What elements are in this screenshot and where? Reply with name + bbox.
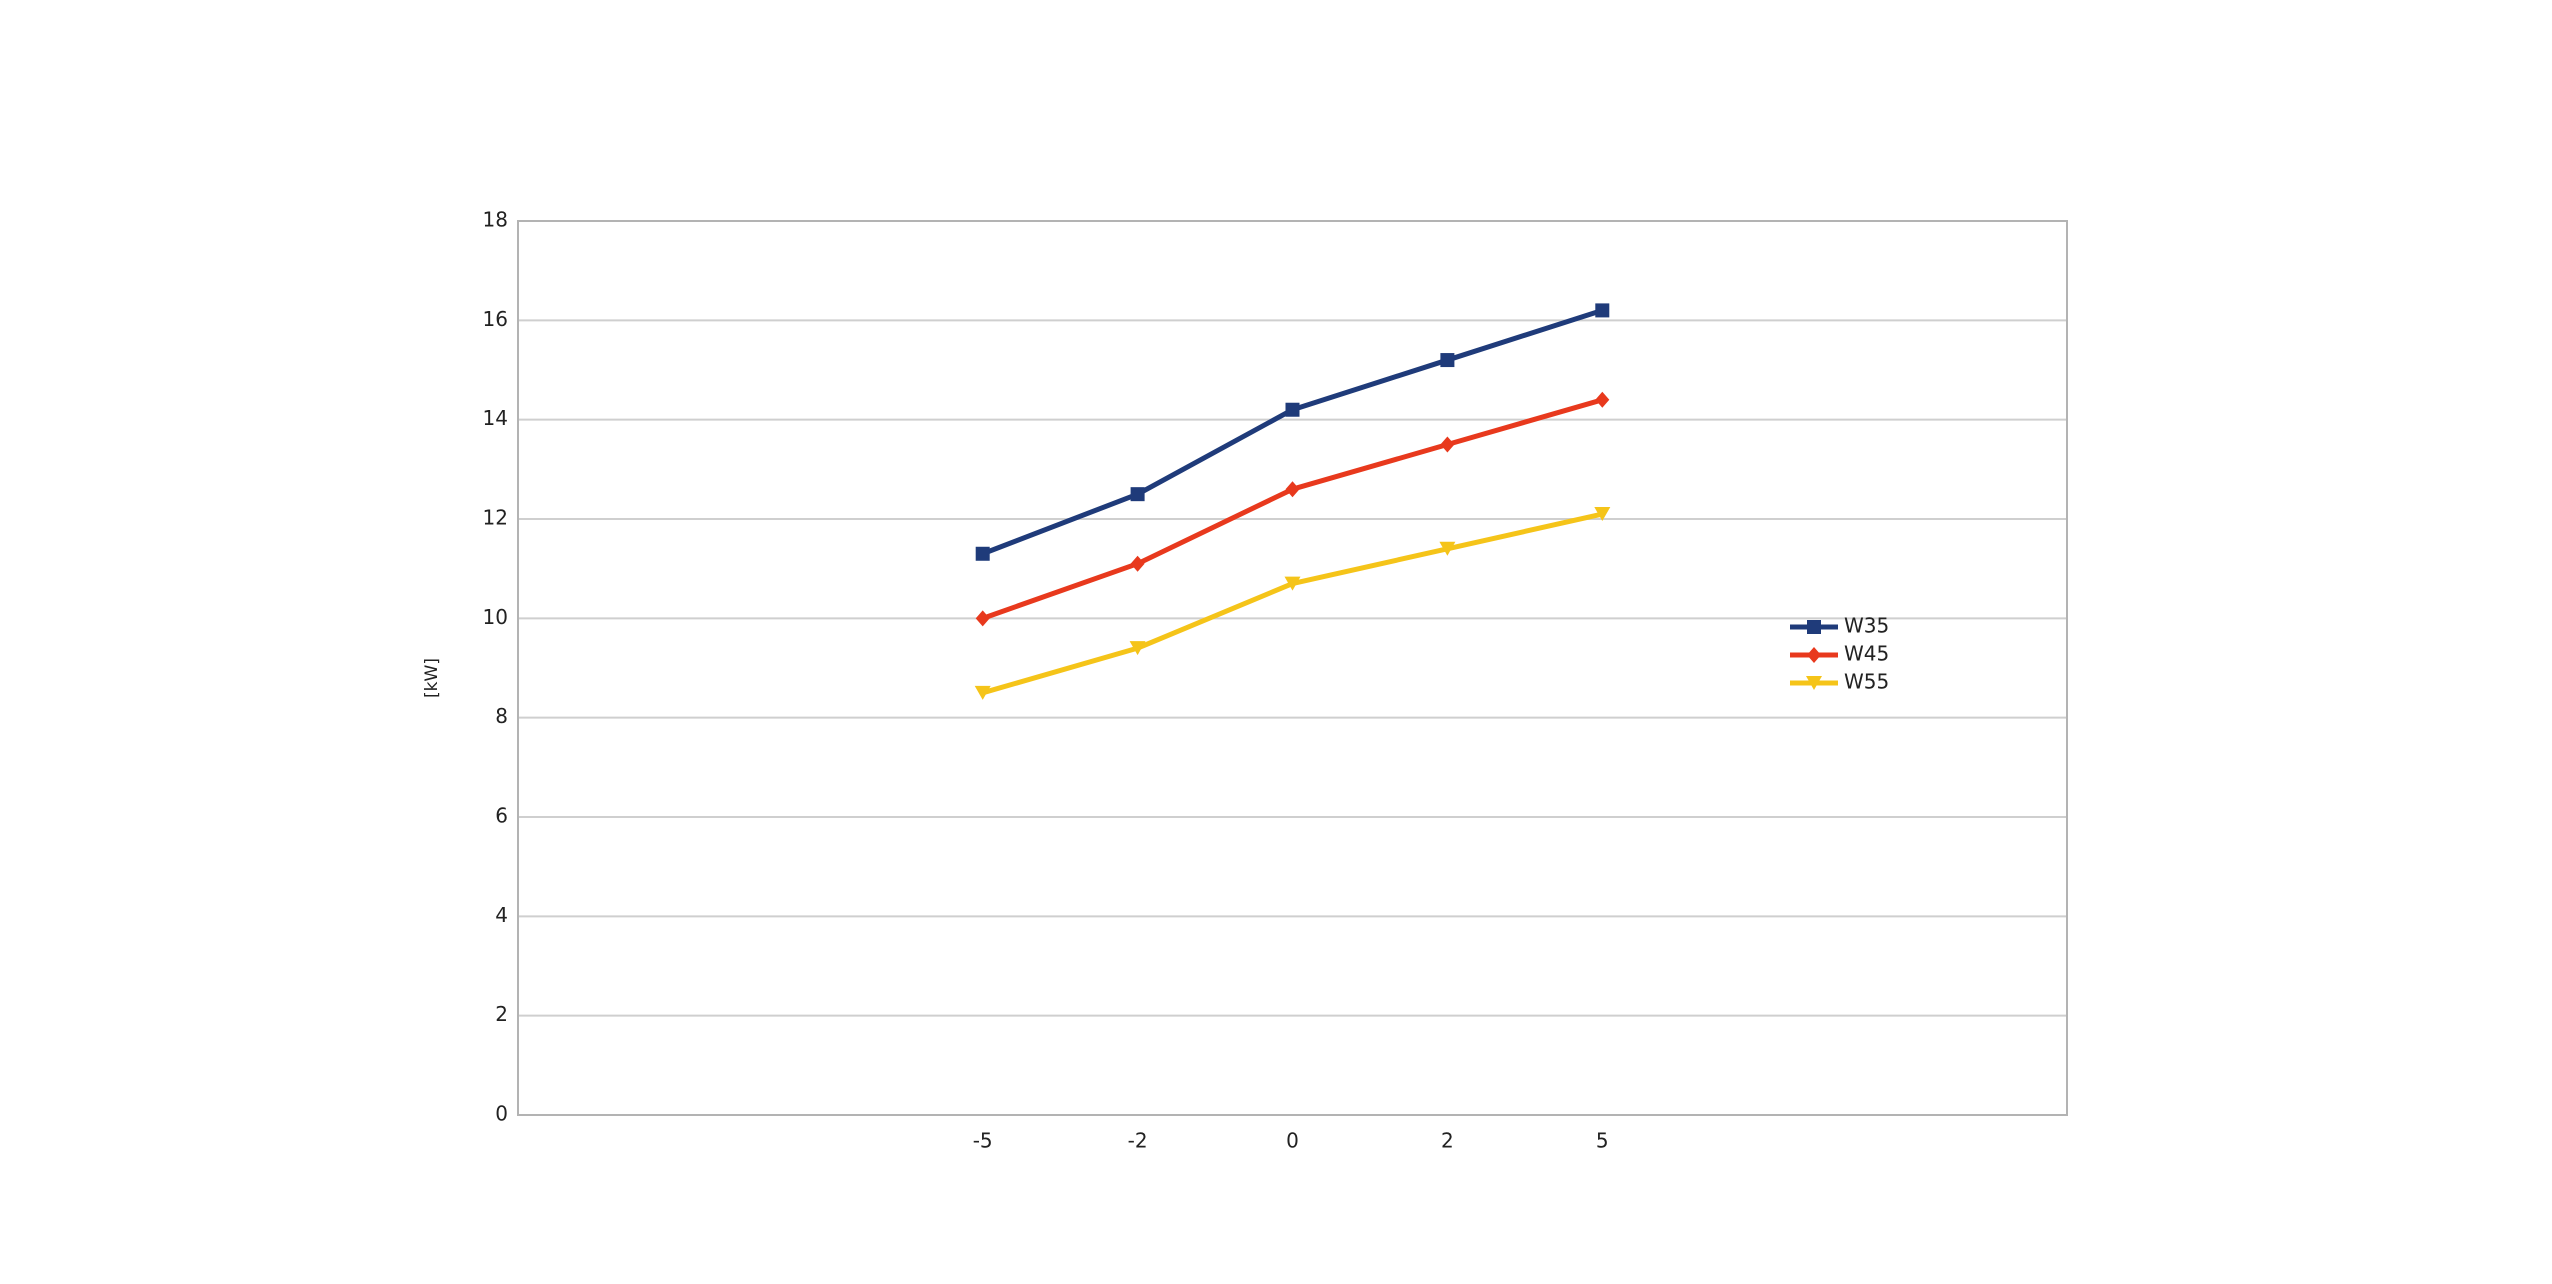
marker [974,685,991,700]
y-tick-label: 8 [495,704,508,728]
marker [1285,481,1300,498]
x-tick-label: -2 [1128,1129,1148,1153]
x-tick-label: 2 [1441,1129,1454,1153]
y-tick-label: 0 [495,1102,508,1126]
y-tick-label: 12 [483,506,508,530]
marker [1595,303,1610,318]
y-axis-label: [kW] [422,658,442,698]
y-tick-label: 10 [483,605,508,629]
marker [1594,507,1611,522]
marker [1807,620,1821,634]
y-tick-label: 14 [483,406,508,430]
y-tick-label: 6 [495,804,508,828]
x-tick-label: -5 [973,1129,993,1153]
x-tick-label: 5 [1596,1129,1609,1153]
marker [1284,576,1301,591]
marker [1806,676,1822,690]
marker [1130,487,1145,502]
y-tick-label: 18 [483,208,508,232]
marker [1440,353,1455,368]
marker [1130,555,1145,572]
y-tick-label: 2 [495,1002,508,1026]
legend-label: W35 [1844,614,1889,638]
marker [975,610,990,627]
legend-label: W55 [1844,670,1889,694]
marker [1807,647,1821,663]
marker [1440,436,1455,453]
marker [1595,391,1610,408]
marker [1439,541,1456,556]
y-tick-label: 4 [495,903,508,927]
y-tick-label: 16 [483,307,508,331]
marker [975,546,990,561]
legend-label: W45 [1844,642,1889,666]
marker [1129,641,1146,656]
plot-border [517,220,2068,1116]
x-tick-label: 0 [1286,1129,1299,1153]
marker [1285,402,1300,417]
